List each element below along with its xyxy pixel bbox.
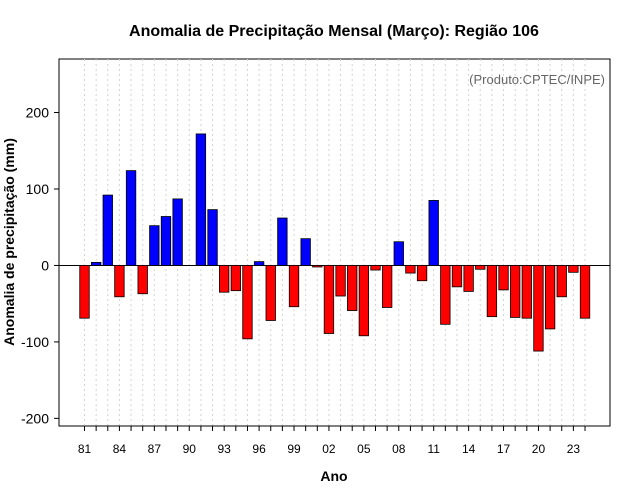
bar-2018 bbox=[510, 265, 521, 318]
y-tick-label: -100 bbox=[21, 334, 49, 350]
x-tick-label: 81 bbox=[78, 442, 92, 456]
x-tick-label: 93 bbox=[218, 442, 232, 456]
x-axis-label: Ano bbox=[320, 468, 347, 484]
bar-2009 bbox=[405, 265, 416, 274]
bar-1988 bbox=[160, 216, 172, 266]
chart-title: Anomalia de Precipitação Mensal (Março):… bbox=[129, 23, 539, 40]
y-tick-label: 0 bbox=[41, 257, 49, 273]
bar-2020 bbox=[533, 265, 544, 352]
bar-2008 bbox=[393, 241, 404, 266]
credit-label: (Produto:CPTEC/INPE) bbox=[469, 72, 605, 87]
plot-frame bbox=[58, 58, 611, 427]
bar-1991 bbox=[195, 133, 207, 266]
bar-1992 bbox=[207, 209, 218, 266]
bar-2014 bbox=[463, 265, 474, 292]
x-tick-label: 11 bbox=[427, 442, 440, 456]
x-tick-label: 17 bbox=[497, 442, 511, 456]
y-tick-label: 200 bbox=[26, 105, 50, 121]
x-tick-label: 84 bbox=[113, 442, 127, 456]
bar-1998 bbox=[277, 217, 288, 266]
x-tick-label: 96 bbox=[252, 442, 266, 456]
x-tick-label: 20 bbox=[532, 442, 546, 456]
bar-1997 bbox=[265, 265, 276, 321]
bar-2007 bbox=[381, 265, 393, 308]
bar-1999 bbox=[288, 265, 300, 308]
bar-1989 bbox=[172, 198, 183, 266]
bar-2022 bbox=[556, 265, 567, 298]
bar-2001 bbox=[312, 265, 323, 268]
x-tick-label: 14 bbox=[462, 442, 476, 456]
y-tick-label: -200 bbox=[21, 410, 49, 426]
bar-1985 bbox=[125, 170, 137, 266]
bar-2005 bbox=[358, 265, 370, 337]
bar-1986 bbox=[137, 265, 148, 295]
x-tick-label: 05 bbox=[357, 442, 371, 456]
bar-1996 bbox=[253, 261, 265, 266]
x-tick-label: 90 bbox=[183, 442, 197, 456]
y-tick-label: 100 bbox=[26, 181, 50, 197]
bar-1987 bbox=[149, 225, 160, 266]
grid-lines bbox=[84, 59, 586, 426]
bar-2002 bbox=[323, 265, 335, 334]
bar-1994 bbox=[230, 265, 241, 292]
bar-2015 bbox=[475, 265, 486, 270]
bar-2006 bbox=[370, 265, 381, 271]
bar-2024 bbox=[579, 265, 591, 319]
bars bbox=[79, 133, 591, 352]
y-axis: -200 -100 0 100 200 bbox=[21, 105, 60, 426]
bar-2017 bbox=[498, 265, 509, 291]
bar-2004 bbox=[347, 265, 358, 311]
bar-2010 bbox=[416, 265, 428, 282]
bar-2019 bbox=[521, 265, 532, 319]
bar-1982 bbox=[90, 261, 102, 266]
bar-2003 bbox=[335, 265, 346, 297]
bar-2023 bbox=[568, 265, 579, 273]
x-tick-label: 87 bbox=[148, 442, 162, 456]
x-axis: 81 84 87 90 93 96 99 02 05 08 11 14 17 20 23 bbox=[78, 425, 586, 456]
bar-2021 bbox=[544, 265, 556, 330]
bar-2016 bbox=[486, 265, 498, 318]
bar-2013 bbox=[451, 265, 463, 288]
bar-1981 bbox=[79, 265, 90, 319]
bar-2000 bbox=[300, 238, 311, 266]
x-tick-label: 02 bbox=[322, 442, 336, 456]
x-tick-label: 23 bbox=[567, 442, 581, 456]
x-tick-label: 99 bbox=[287, 442, 301, 456]
y-axis-label: Anomalia de precipitação (mm) bbox=[1, 138, 17, 346]
bar-2012 bbox=[440, 265, 451, 325]
x-tick-label: 08 bbox=[392, 442, 406, 456]
bar-1995 bbox=[242, 265, 253, 340]
bar-1983 bbox=[102, 194, 113, 266]
bar-1993 bbox=[219, 265, 230, 293]
bar-2011 bbox=[428, 200, 439, 266]
bar-1984 bbox=[114, 265, 125, 298]
